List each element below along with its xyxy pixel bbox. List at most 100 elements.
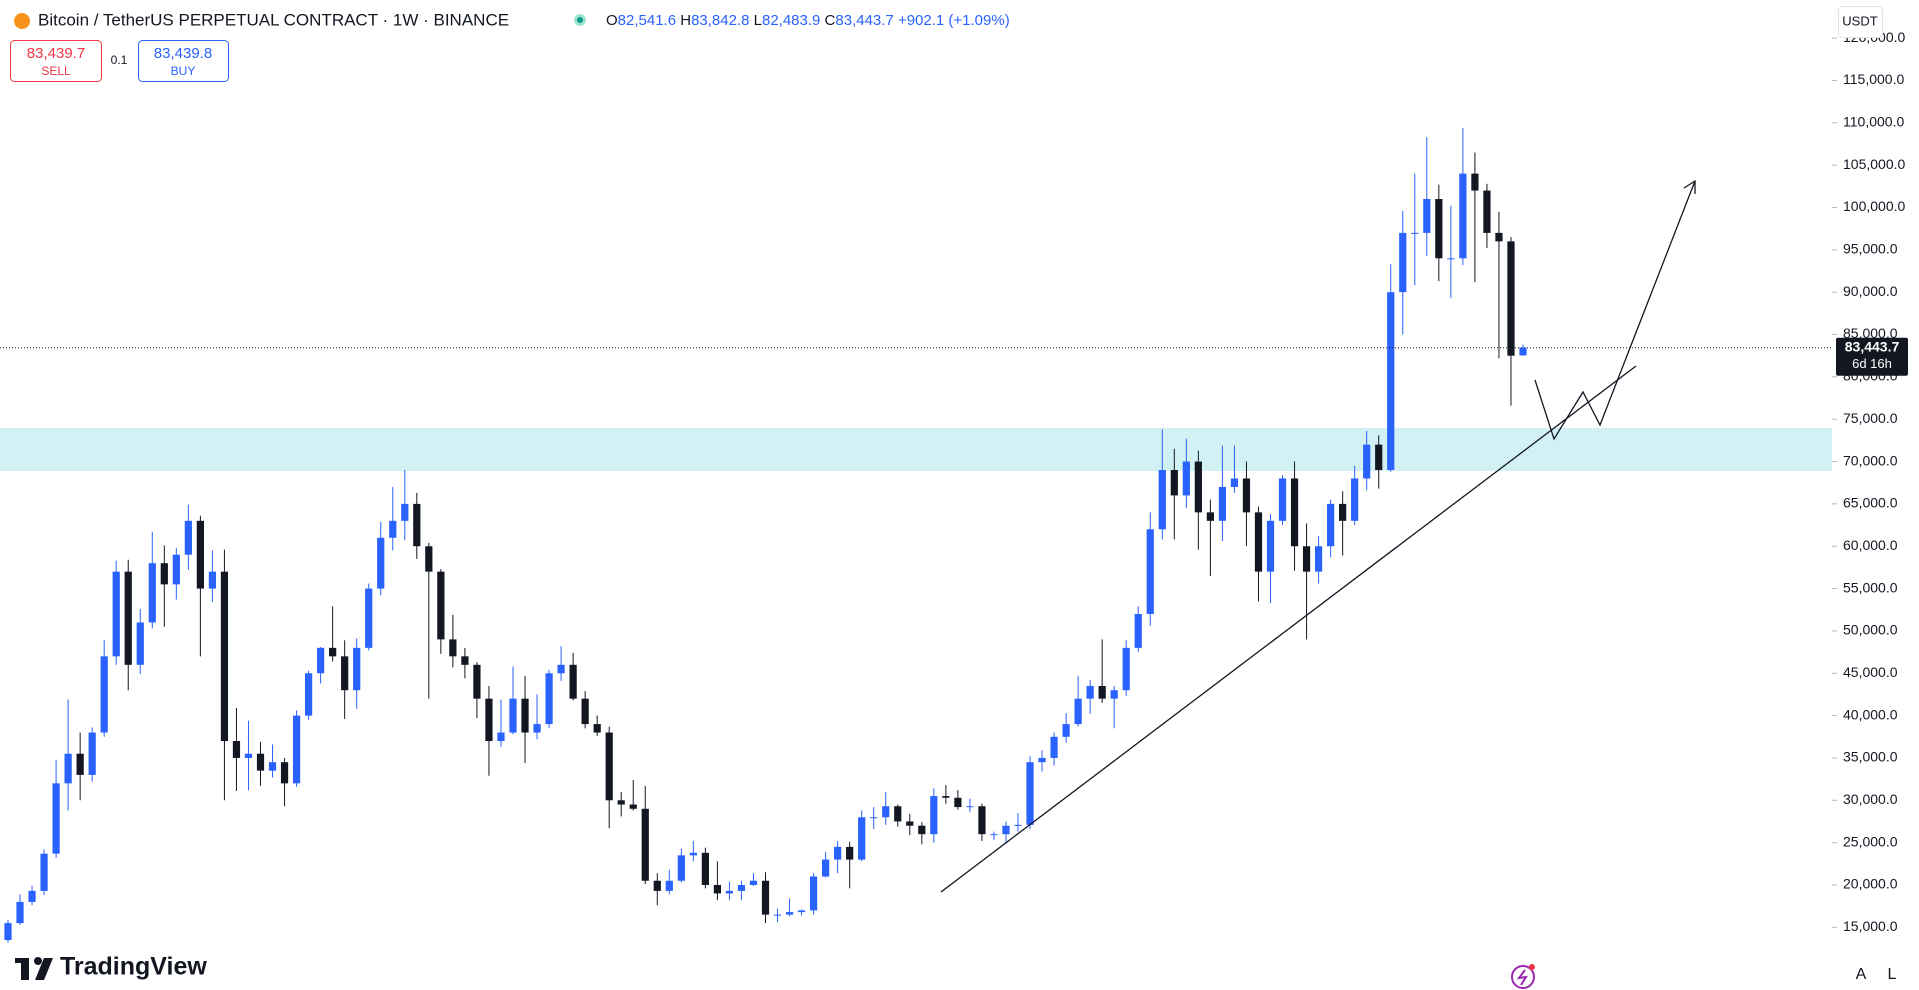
candle-body xyxy=(797,910,806,913)
bar-countdown: 6d 16h xyxy=(1852,356,1892,371)
candle-body xyxy=(1399,232,1407,293)
ohlc-key: C xyxy=(825,12,836,29)
order-quantity[interactable]: 0.1 xyxy=(111,53,128,67)
price-axis: 15,000.0 20,000.0 25,000.0 30,000.0 35,000.0… xyxy=(1832,29,1908,934)
candle-body xyxy=(665,880,673,891)
log-scale-label[interactable]: L xyxy=(1888,966,1897,983)
currency-button[interactable] xyxy=(1838,6,1883,38)
candle-body xyxy=(1254,512,1263,572)
candle-body xyxy=(1339,503,1347,521)
lightning-bolt xyxy=(1516,969,1528,986)
candle-body xyxy=(773,914,782,916)
candle-body xyxy=(978,806,986,835)
candle-body xyxy=(1002,825,1010,835)
auto-scale-label[interactable]: A xyxy=(1856,966,1867,983)
candle-body xyxy=(461,656,469,665)
y-tick-label: 45,000.0 xyxy=(1843,664,1898,680)
candle-body xyxy=(16,901,24,924)
candle-body xyxy=(353,647,361,691)
candle-body xyxy=(1158,470,1166,530)
candle-body xyxy=(942,796,950,798)
sell-button[interactable] xyxy=(10,40,102,82)
buy-button[interactable] xyxy=(138,40,229,82)
candle-body xyxy=(1495,232,1503,242)
logo-mark xyxy=(35,958,53,980)
lightning-icon[interactable] xyxy=(1511,965,1535,989)
notification-dot xyxy=(1529,964,1535,970)
candle-body xyxy=(1327,503,1335,547)
y-tick-label: 90,000.0 xyxy=(1843,283,1898,299)
y-tick-label: 20,000.0 xyxy=(1843,876,1898,892)
logo-text: TradingView xyxy=(60,953,207,981)
candle-body xyxy=(545,673,553,725)
candle-body xyxy=(365,588,373,648)
log-scale-button[interactable] xyxy=(1879,962,1905,988)
candle-body xyxy=(870,817,878,819)
candle-body xyxy=(1014,824,1022,826)
last-price-label: 83,443.7 xyxy=(1845,338,1900,354)
candle-body xyxy=(317,647,325,674)
y-tick-label: 100,000.0 xyxy=(1843,198,1905,214)
sell-label[interactable]: SELL xyxy=(41,64,71,78)
coin-icon xyxy=(14,13,30,29)
candle-body xyxy=(1134,613,1142,648)
candle-body xyxy=(196,520,204,589)
candle-body xyxy=(329,647,337,657)
candle-body xyxy=(172,554,180,585)
candle-body xyxy=(629,804,637,809)
candle-body xyxy=(184,520,192,555)
candle-body xyxy=(1363,444,1371,479)
candle-body xyxy=(689,852,697,856)
currency-label[interactable]: USDT xyxy=(1842,13,1877,28)
candle-body xyxy=(208,571,217,589)
candle-body xyxy=(160,563,168,585)
candle-body xyxy=(377,537,385,589)
sell-price[interactable]: 83,439.7 xyxy=(27,45,85,62)
ohlc-value: 82,541.6 xyxy=(618,12,676,29)
candle-body xyxy=(1086,685,1094,699)
candle-body xyxy=(1447,258,1455,260)
ohlc-value: 83,443.7 xyxy=(835,12,893,29)
candle-body xyxy=(749,880,758,885)
candle-body xyxy=(1314,546,1323,572)
y-tick-label: 65,000.0 xyxy=(1843,495,1898,511)
ohlc-value: 83,842.8 xyxy=(691,12,749,29)
y-tick-label: 75,000.0 xyxy=(1843,410,1898,426)
candle-body xyxy=(1146,529,1154,614)
candle-body xyxy=(593,724,601,733)
buy-label[interactable]: BUY xyxy=(171,64,196,78)
candle-body xyxy=(1411,232,1419,234)
logo-mark xyxy=(21,958,29,980)
candle-body xyxy=(4,923,12,941)
candle-body xyxy=(1050,736,1058,758)
candle-body xyxy=(605,732,613,801)
y-tick-label: 40,000.0 xyxy=(1843,706,1898,722)
y-tick-label: 30,000.0 xyxy=(1843,791,1898,807)
buy-price[interactable]: 83,439.8 xyxy=(154,45,212,62)
ohlc-key: O xyxy=(606,12,618,29)
candle-body xyxy=(244,753,253,758)
candle-body xyxy=(653,880,661,891)
candle-body xyxy=(1218,486,1227,521)
candle-body xyxy=(894,806,902,822)
candle-body xyxy=(473,664,481,699)
candle-body xyxy=(521,698,529,733)
candle-body xyxy=(28,890,36,902)
candle-body xyxy=(304,673,313,716)
candle-body xyxy=(437,571,445,640)
y-tick-label: 15,000.0 xyxy=(1843,918,1898,934)
candle-body xyxy=(737,884,746,891)
last-price-box xyxy=(1836,337,1908,376)
candle-body xyxy=(761,880,770,915)
ohlc-key: H xyxy=(680,12,691,29)
candle-body xyxy=(713,884,722,894)
candle-body xyxy=(1351,478,1359,521)
candle-body xyxy=(1062,724,1070,737)
candle-body xyxy=(701,852,709,885)
auto-scale-button[interactable] xyxy=(1848,962,1874,988)
plot-area xyxy=(0,127,1832,943)
symbol-title: Bitcoin / TetherUS PERPETUAL CONTRACT · … xyxy=(38,10,509,29)
ohlc-values: O82,541.6 H83,842.8 L82,483.9 C83,443.7 … xyxy=(606,12,1010,29)
y-tick-label: 60,000.0 xyxy=(1843,537,1898,553)
candle-body xyxy=(1182,461,1190,496)
